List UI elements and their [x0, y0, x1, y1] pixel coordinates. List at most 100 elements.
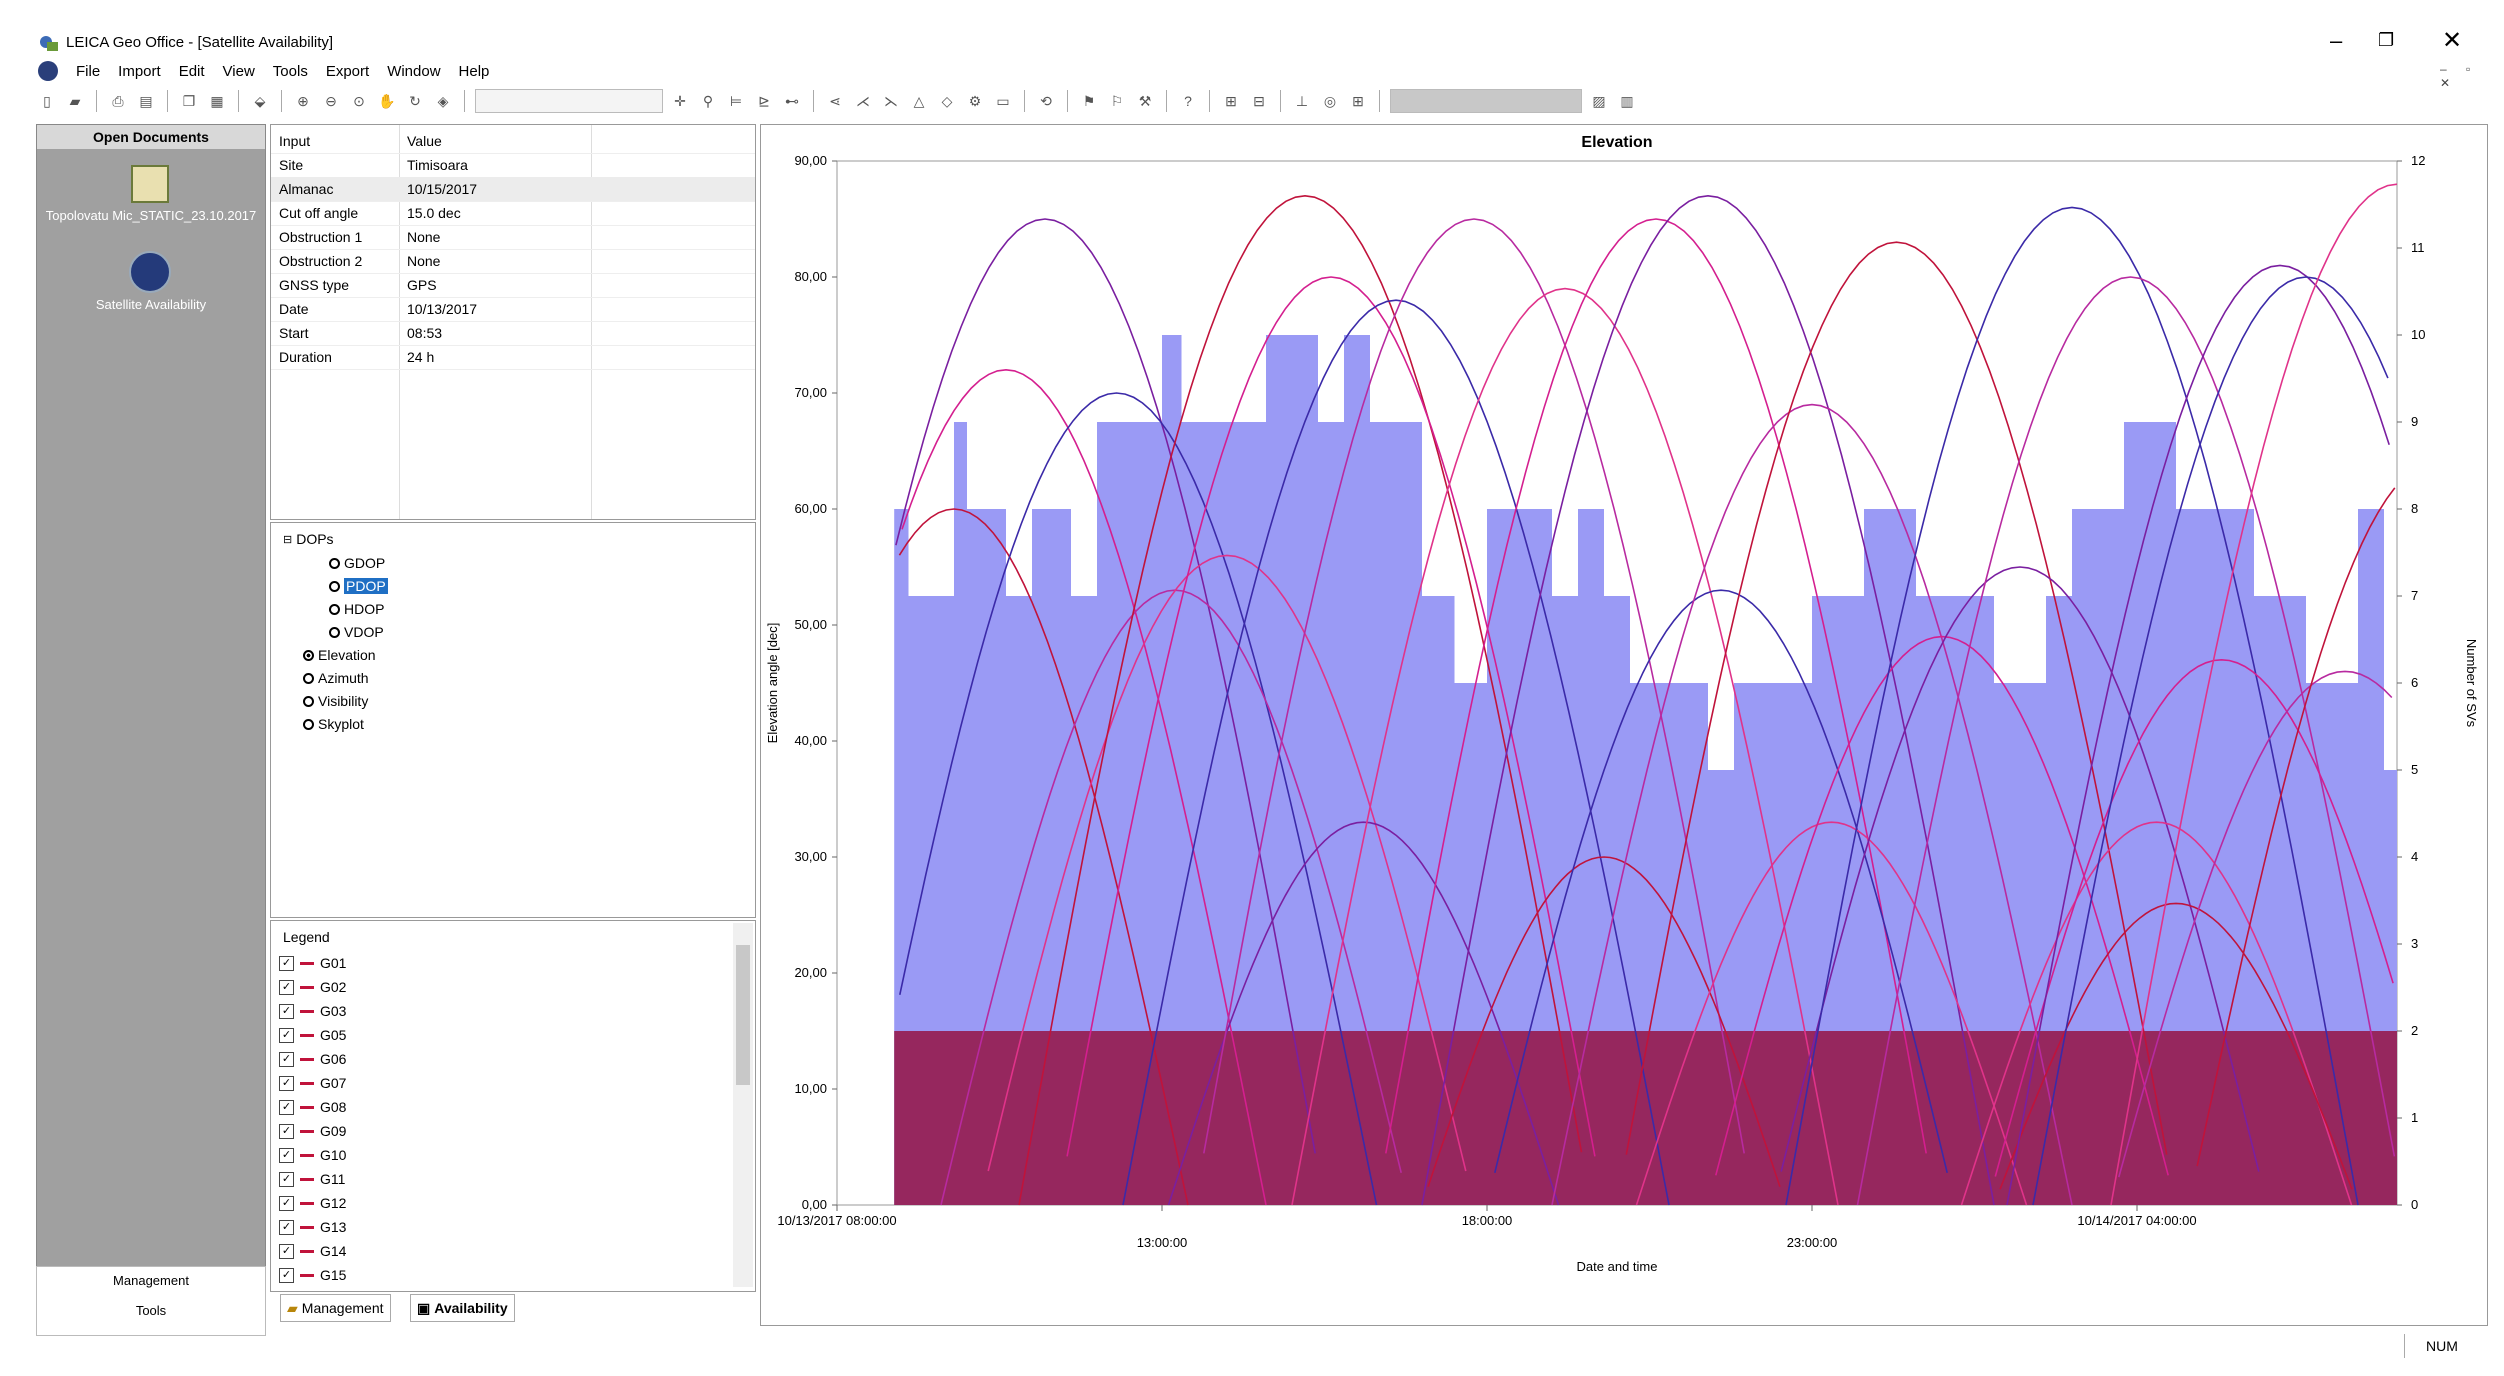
table-row[interactable]: Cut off angle 15.0 dec [271, 201, 755, 226]
tool-p-icon[interactable]: ⚒ [1138, 92, 1152, 109]
tool-b-icon[interactable]: ⚲ [702, 92, 714, 109]
tool-q-icon[interactable]: ⊞ [1225, 92, 1237, 109]
menu-export[interactable]: Export [325, 62, 370, 80]
tab-management[interactable]: ▰ Management [280, 1294, 391, 1322]
checkbox-checked-icon[interactable]: ✓ [279, 1051, 294, 1067]
legend-item[interactable]: ✓ G13 [279, 1219, 346, 1235]
checkbox-checked-icon[interactable]: ✓ [279, 1267, 294, 1283]
legend-item[interactable]: ✓ G09 [279, 1123, 346, 1139]
table-row[interactable]: Date 10/13/2017 [271, 297, 755, 322]
legend-item[interactable]: ✓ G02 [279, 979, 346, 995]
table-row[interactable]: Site Timisoara [271, 153, 755, 178]
tool-s-icon[interactable]: ⊥ [1295, 92, 1309, 109]
tool-c-icon[interactable]: ⊨ [729, 92, 743, 109]
tool-a-icon[interactable]: ✛ [674, 92, 686, 109]
zoom-in-icon[interactable]: ⊕ [297, 92, 309, 109]
zoom-window-icon[interactable]: ⊙ [353, 92, 365, 109]
checkbox-checked-icon[interactable]: ✓ [279, 1147, 294, 1163]
print-icon[interactable]: ⎙ [112, 92, 124, 109]
menu-file[interactable]: File [76, 62, 101, 80]
legend-item[interactable]: ✓ G06 [279, 1051, 346, 1067]
tool-e-icon[interactable]: ⊷ [785, 92, 799, 109]
table-row[interactable]: Start 08:53 [271, 321, 755, 346]
radio-icon[interactable] [303, 672, 314, 684]
tool-i-icon[interactable]: △ [913, 92, 925, 109]
tree-item-visibility[interactable]: Visibility [303, 693, 368, 709]
tree-item-elevation[interactable]: Elevation [303, 647, 376, 663]
tool-r-icon[interactable]: ⊟ [1253, 92, 1265, 109]
toolbar-combo[interactable] [475, 89, 663, 113]
project-icon[interactable] [131, 165, 169, 203]
legend-item[interactable]: ✓ G15 [279, 1267, 346, 1283]
project-label[interactable]: Topolovatu Mic_STATIC_23.10.2017 [45, 208, 257, 223]
nav-management[interactable]: Management [113, 1273, 189, 1288]
menu-view[interactable]: View [222, 62, 255, 80]
tree-item-azimuth[interactable]: Azimuth [303, 670, 369, 686]
radio-icon[interactable] [329, 626, 340, 638]
table-row[interactable]: Duration 24 h [271, 345, 755, 370]
paste-icon[interactable]: ▦ [210, 92, 224, 109]
legend-item[interactable]: ✓ G14 [279, 1243, 346, 1259]
copy-icon[interactable]: ❐ [182, 92, 196, 109]
legend-item[interactable]: ✓ G10 [279, 1147, 346, 1163]
checkbox-checked-icon[interactable]: ✓ [279, 1243, 294, 1259]
globe-icon[interactable]: ◎ [1323, 92, 1337, 109]
menu-edit[interactable]: Edit [178, 62, 205, 80]
tool-m-icon[interactable]: ⟲ [1040, 92, 1052, 109]
menu-tools[interactable]: Tools [272, 62, 308, 80]
tool-k-icon[interactable]: ⚙ [968, 92, 982, 109]
tool-n-icon[interactable]: ⚑ [1082, 92, 1096, 109]
satellite-availability-icon[interactable] [129, 251, 171, 293]
tool-l-icon[interactable]: ▭ [996, 92, 1010, 109]
pan-icon[interactable]: ✋ [378, 92, 396, 109]
restore-button[interactable]: ❐ [2378, 30, 2395, 50]
tool-u-icon[interactable]: ▥ [1620, 92, 1634, 109]
tree-root-dops[interactable]: ⊟ DOPs [283, 531, 334, 547]
close-button[interactable]: ✕ [2442, 27, 2463, 54]
legend-scrollbar[interactable] [733, 923, 753, 1287]
mdi-window-controls[interactable]: – ▫ ✕ [2440, 62, 2479, 90]
scrollbar-thumb[interactable] [736, 945, 750, 1085]
checkbox-checked-icon[interactable]: ✓ [279, 1003, 294, 1019]
app-menu-icon[interactable] [38, 61, 58, 81]
layers-icon[interactable]: ◈ [437, 92, 449, 109]
tool-o-icon[interactable]: ⚐ [1110, 92, 1124, 109]
legend-item[interactable]: ✓ G12 [279, 1195, 346, 1211]
menu-help[interactable]: Help [458, 62, 490, 80]
checkbox-checked-icon[interactable]: ✓ [279, 1171, 294, 1187]
tool-f-icon[interactable]: ⋖ [829, 92, 841, 109]
checkbox-checked-icon[interactable]: ✓ [279, 1219, 294, 1235]
radio-icon[interactable] [329, 603, 340, 615]
tree-item-skyplot[interactable]: Skyplot [303, 716, 364, 732]
legend-item[interactable]: ✓ G08 [279, 1099, 346, 1115]
legend-item[interactable]: ✓ G01 [279, 955, 346, 971]
nav-tools[interactable]: Tools [135, 1303, 167, 1318]
tree-item-gdop[interactable]: GDOP [329, 555, 385, 571]
tool-j-icon[interactable]: ◇ [941, 92, 953, 109]
legend-item[interactable]: ✓ G03 [279, 1003, 346, 1019]
tool-h-icon[interactable]: ⋋ [884, 92, 898, 109]
tab-availability[interactable]: ▣ Availability [410, 1294, 515, 1322]
legend-item[interactable]: ✓ G11 [279, 1171, 345, 1187]
checkbox-checked-icon[interactable]: ✓ [279, 1195, 294, 1211]
tree-item-pdop[interactable]: PDOP [329, 578, 388, 594]
table-row[interactable]: Almanac 10/15/2017 [271, 177, 755, 202]
radio-icon[interactable] [303, 695, 314, 707]
tree-item-hdop[interactable]: HDOP [329, 601, 384, 617]
help-icon[interactable]: ? [1184, 93, 1192, 109]
zoom-out-icon[interactable]: ⊖ [325, 92, 337, 109]
menu-import[interactable]: Import [118, 62, 161, 80]
tool-d-icon[interactable]: ⊵ [758, 92, 770, 109]
import-icon[interactable]: ⬙ [254, 92, 266, 109]
toolbar-combo-disabled[interactable] [1390, 89, 1582, 113]
legend-item[interactable]: ✓ G07 [279, 1075, 346, 1091]
tree-item-vdop[interactable]: VDOP [329, 624, 384, 640]
elevation-chart[interactable]: Elevation0,0010,0020,0030,0040,0050,0060… [761, 125, 2487, 1325]
radio-icon[interactable] [303, 718, 314, 730]
table-row[interactable]: Obstruction 1 None [271, 225, 755, 250]
radio-icon[interactable] [329, 557, 340, 569]
checkbox-checked-icon[interactable]: ✓ [279, 1075, 294, 1091]
collapse-icon[interactable]: ⊟ [283, 533, 293, 546]
tool-g-icon[interactable]: ⋌ [856, 92, 870, 109]
menu-window[interactable]: Window [387, 62, 441, 80]
